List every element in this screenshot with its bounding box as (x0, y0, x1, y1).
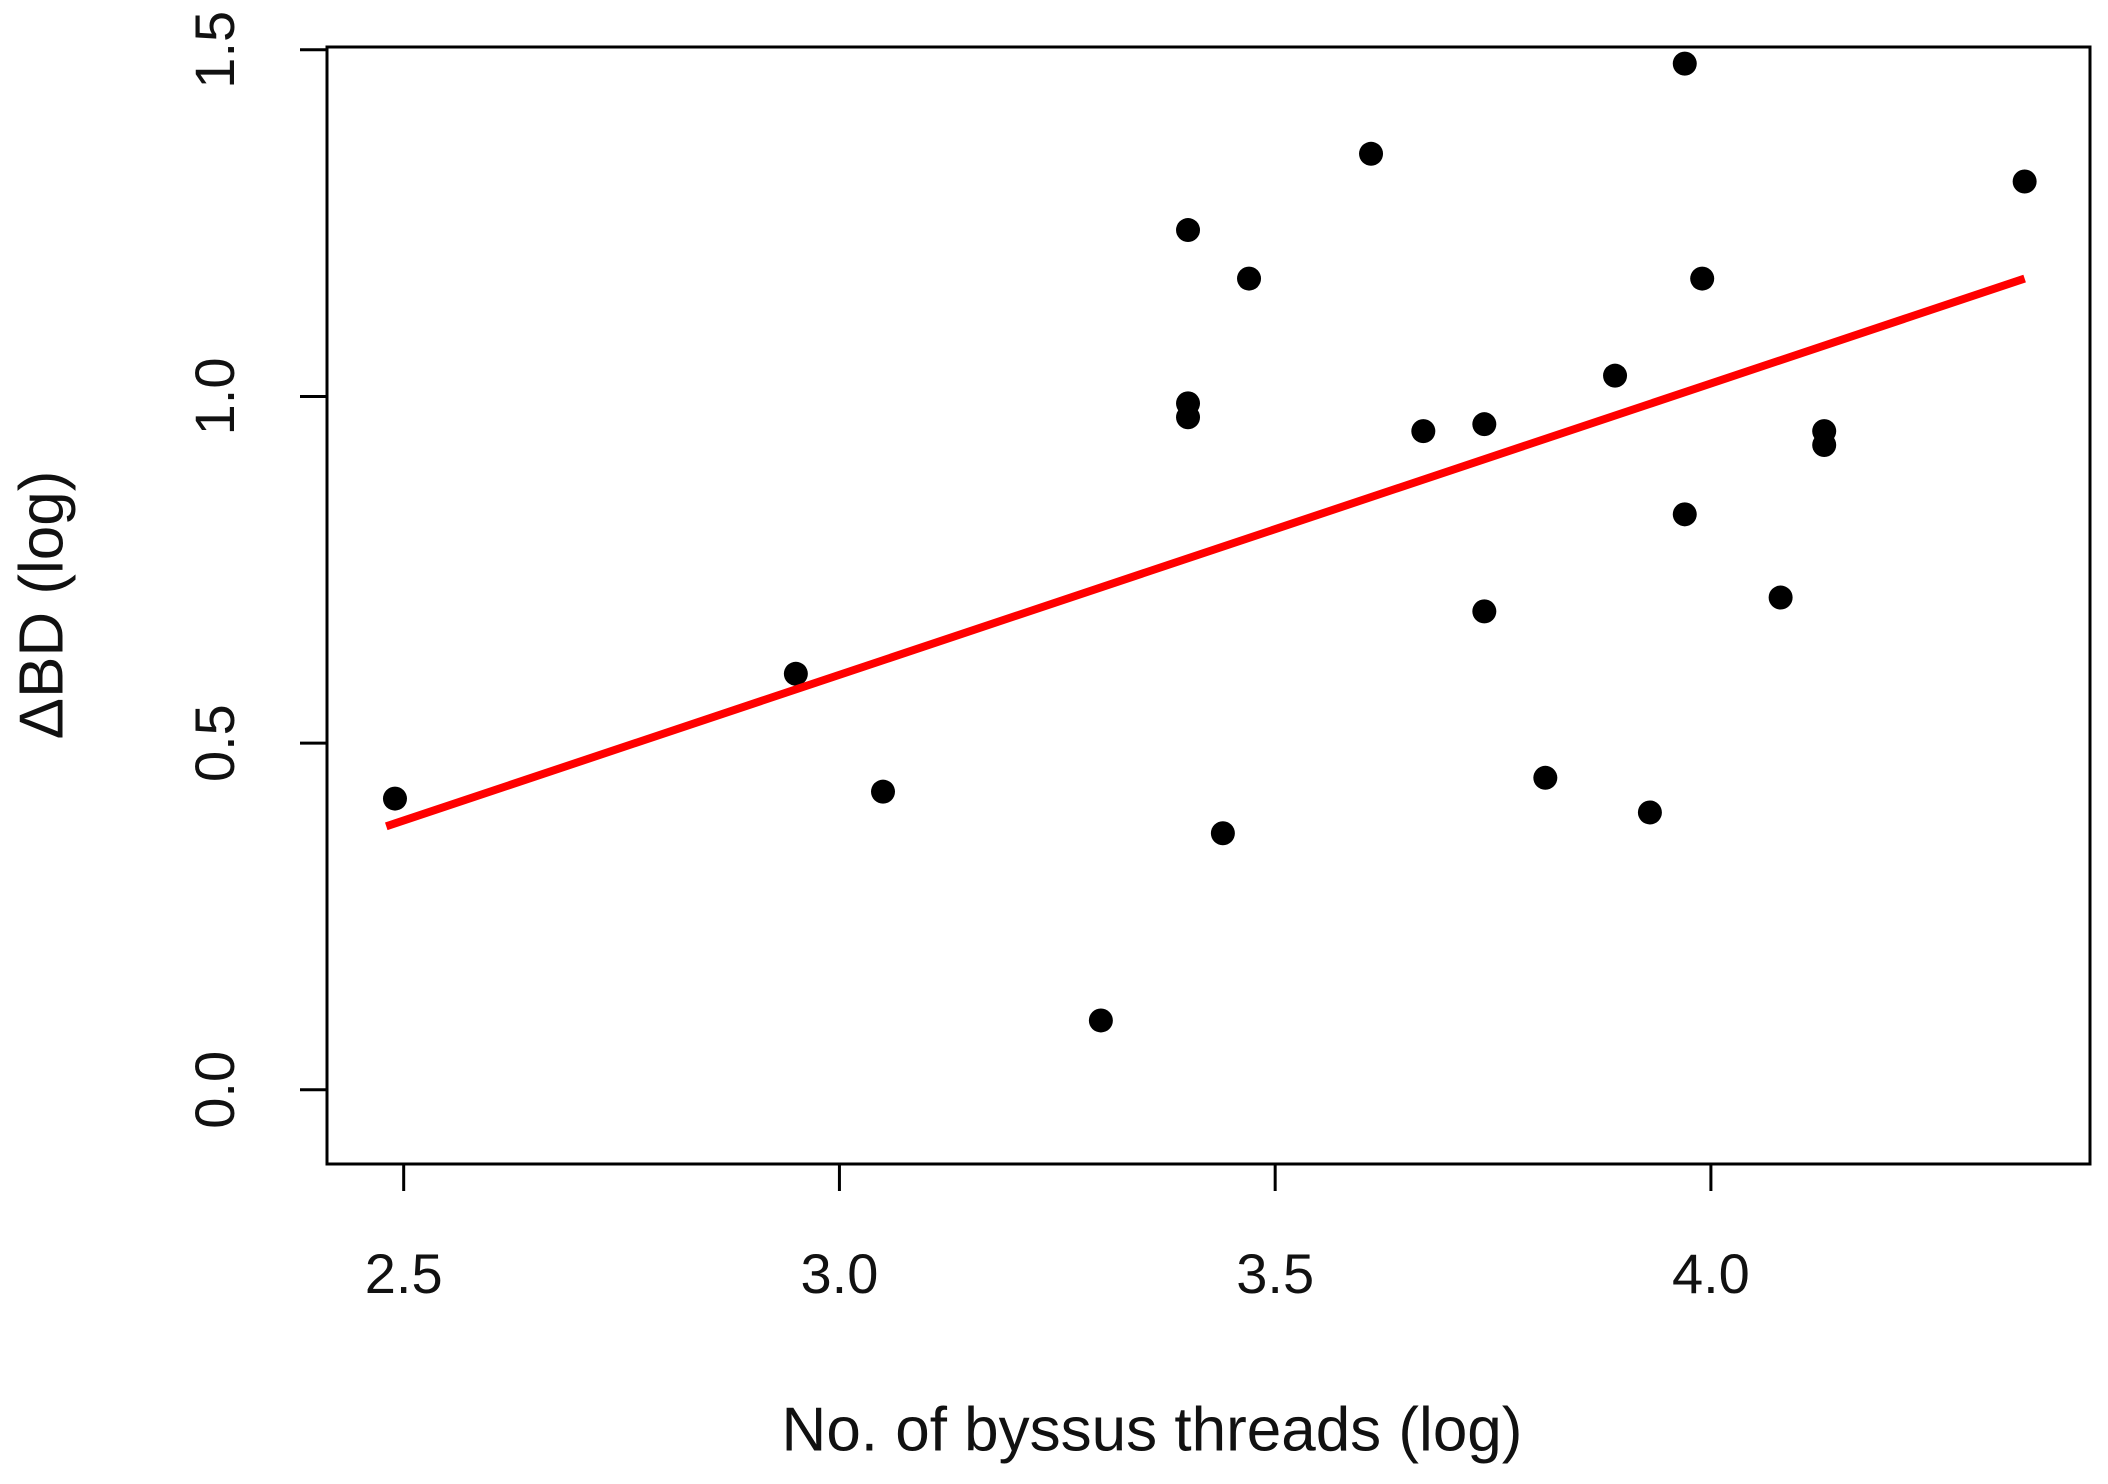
x-tick-label: 3.0 (800, 1242, 878, 1305)
point (1637, 800, 1662, 825)
point (2012, 169, 2037, 194)
y-tick-label: 0.5 (183, 704, 246, 782)
point (1210, 821, 1235, 846)
y-tick-label: 0.0 (183, 1051, 246, 1129)
x-tick-label: 3.5 (1236, 1242, 1314, 1305)
y-tick-label: 1.0 (183, 358, 246, 436)
y-tick-label: 1.5 (183, 11, 246, 89)
point (1237, 266, 1262, 291)
point (1411, 419, 1436, 444)
x-axis-title: No. of byssus threads (log) (782, 1395, 1523, 1464)
point (382, 786, 407, 811)
point (1472, 412, 1497, 437)
fit-line (384, 274, 2026, 831)
point (1603, 363, 1628, 388)
point (1176, 218, 1201, 243)
point (1176, 405, 1201, 430)
point (871, 779, 896, 804)
x-tick-label: 2.5 (365, 1242, 443, 1305)
point (1533, 765, 1558, 790)
point (783, 661, 808, 686)
point (1768, 585, 1793, 610)
point (1812, 432, 1837, 457)
point (1672, 51, 1697, 76)
point (1359, 141, 1384, 166)
point (1088, 1008, 1113, 1033)
point (1672, 502, 1697, 527)
x-tick-label: 4.0 (1672, 1242, 1750, 1305)
plot-frame (325, 45, 2092, 1166)
point (1690, 266, 1715, 291)
point (1472, 599, 1497, 624)
y-axis-title: ΔBD (log) (7, 471, 76, 740)
